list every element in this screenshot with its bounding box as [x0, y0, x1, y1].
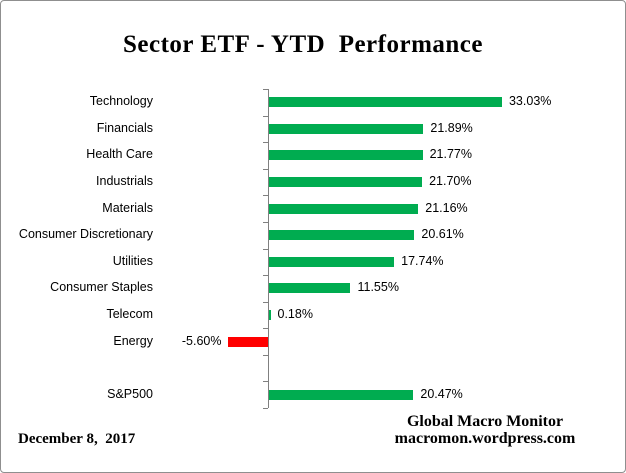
bar-Utilities	[269, 256, 395, 267]
value-label: 17.74%	[401, 253, 444, 268]
axis-tick	[263, 142, 268, 144]
value-label: 21.89%	[430, 120, 473, 135]
axis-tick	[263, 381, 268, 383]
category-label: Utilities	[112, 253, 153, 268]
value-label: 0.18%	[277, 306, 313, 321]
axis-tick	[263, 408, 268, 409]
category-label: Technology	[89, 94, 153, 109]
credit-block: Global Macro Monitor macromon.wordpress.…	[355, 413, 615, 447]
credit-line-1: Global Macro Monitor	[406, 413, 564, 430]
category-label: Industrials	[96, 174, 153, 189]
value-label: 21.16%	[425, 200, 468, 215]
axis-tick	[263, 221, 268, 223]
category-label: Health Care	[86, 147, 153, 162]
value-label: 21.77%	[429, 147, 472, 162]
bar-Financials	[269, 123, 424, 134]
category-axis	[268, 89, 269, 408]
category-label: S&P500	[107, 386, 153, 401]
category-label: Financials	[96, 120, 153, 135]
value-label: 21.70%	[429, 174, 472, 189]
value-label: -5.60%	[181, 333, 222, 348]
category-label: Consumer Staples	[50, 280, 153, 295]
value-label: 20.61%	[421, 227, 464, 242]
bar-Consumer Staples	[269, 283, 351, 294]
category-label: Energy	[113, 333, 153, 348]
date-label: December 8, 2017	[18, 431, 136, 447]
credit-line-2: macromon.wordpress.com	[394, 430, 576, 447]
axis-tick	[263, 195, 268, 197]
chart-title: Sector ETF - YTD Performance	[123, 31, 483, 58]
axis-tick	[263, 354, 268, 356]
category-label: Consumer Discretionary	[18, 227, 153, 242]
category-label: Telecom	[106, 306, 153, 321]
axis-tick	[263, 248, 268, 250]
axis-tick	[263, 328, 268, 330]
bar-Consumer Discretionary	[269, 230, 415, 241]
axis-tick	[263, 89, 268, 90]
bar-Energy	[228, 336, 268, 347]
axis-tick	[263, 168, 268, 170]
axis-tick	[263, 115, 268, 117]
category-label: Materials	[102, 200, 153, 215]
bar-S&P500	[269, 389, 414, 400]
bar-Industrials	[269, 177, 423, 188]
bar-Technology	[269, 97, 502, 108]
value-label: 20.47%	[420, 386, 463, 401]
axis-tick	[263, 275, 268, 277]
value-label: 33.03%	[508, 94, 552, 109]
bar-Materials	[269, 203, 419, 214]
bar-Telecom	[269, 309, 271, 320]
value-label: 11.55%	[357, 280, 399, 295]
bar-Health Care	[269, 150, 423, 161]
axis-tick	[263, 301, 268, 303]
